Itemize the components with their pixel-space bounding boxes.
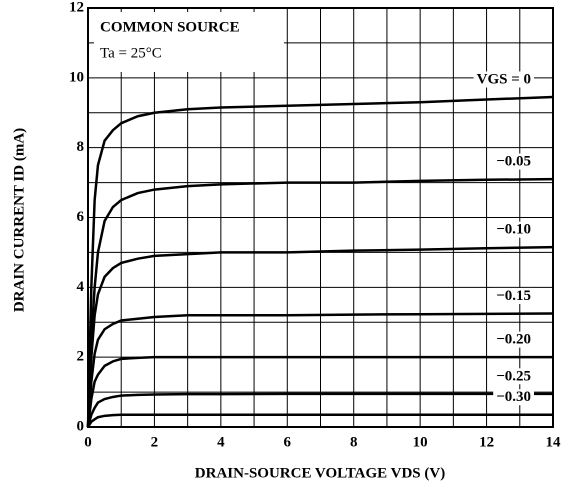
x-tick-label: 10 <box>413 434 428 450</box>
curve <box>86 413 553 428</box>
y-tick-label: 0 <box>77 418 85 434</box>
series-label: −0.05 <box>496 154 531 170</box>
x-axis-label: DRAIN-SOURCE VOLTAGE VDS (V) <box>195 465 445 481</box>
series-label-bg <box>493 153 534 170</box>
series-label: −0.25 <box>496 368 531 384</box>
x-tick-label: 8 <box>350 434 358 450</box>
series-label: VGS = 0 <box>477 71 531 87</box>
y-tick-label: 2 <box>77 349 85 365</box>
series-label-bg <box>493 389 534 406</box>
series-label-bg <box>493 331 534 348</box>
series-label-bg <box>493 287 534 304</box>
plot-frame <box>87 7 554 428</box>
x-tick-label: 2 <box>151 434 159 450</box>
y-tick-label: 6 <box>77 209 85 225</box>
series-label-bg <box>493 221 534 238</box>
curve <box>86 355 553 428</box>
annotation: COMMON SOURCE <box>100 19 240 35</box>
curve <box>86 392 553 428</box>
series-label: −0.20 <box>496 332 531 348</box>
y-axis-label: DRAIN CURRENT ID (mA) <box>11 128 27 312</box>
curve <box>86 245 554 428</box>
x-tick-label: 6 <box>284 434 292 450</box>
series-label-bg <box>493 368 534 385</box>
series-label: −0.30 <box>496 389 531 405</box>
series-label: −0.10 <box>496 222 531 238</box>
x-tick-label: 12 <box>479 434 494 450</box>
y-tick-label: 8 <box>77 139 85 155</box>
y-tick-label: 12 <box>69 0 84 15</box>
curve <box>86 312 554 428</box>
annotation-box <box>94 12 284 72</box>
series-label-bg <box>473 71 534 88</box>
x-tick-label: 0 <box>84 434 92 450</box>
curve <box>86 177 554 428</box>
y-tick-label: 4 <box>77 279 85 295</box>
x-tick-label: 14 <box>546 434 562 450</box>
y-tick-label: 10 <box>69 69 84 85</box>
series-label: −0.15 <box>496 288 531 304</box>
annotation: Ta = 25°C <box>100 45 162 61</box>
curve <box>86 95 554 428</box>
x-tick-label: 4 <box>217 434 225 450</box>
